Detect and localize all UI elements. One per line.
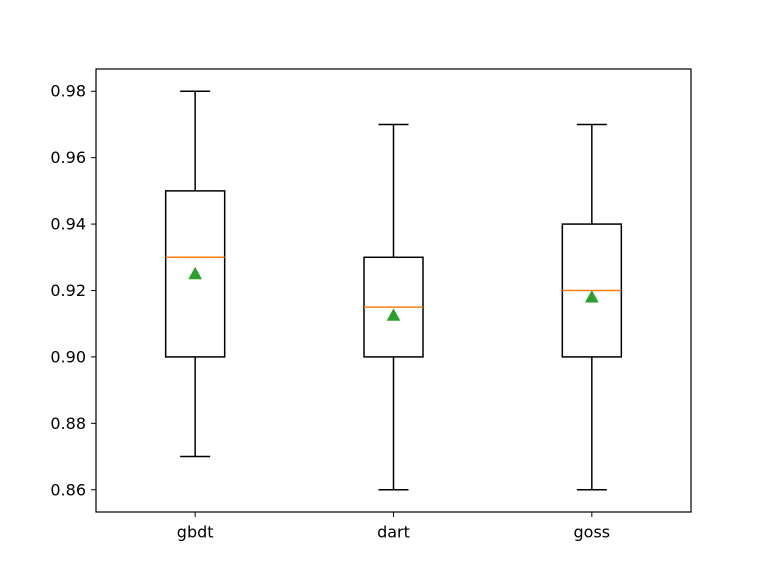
plot-area (164, 90, 623, 491)
y-tick-label: 0.92 (50, 281, 86, 300)
iqr-box (164, 190, 226, 358)
y-tick-label: 0.96 (50, 148, 86, 167)
y-tick-label: 0.90 (50, 347, 86, 366)
x-tick-label: gbdt (177, 523, 214, 542)
y-tick-label: 0.98 (50, 82, 86, 101)
box-dart (363, 123, 424, 491)
mean-marker (386, 308, 401, 321)
x-tick-label: dart (377, 523, 410, 542)
mean-marker (188, 266, 203, 280)
y-axis: 0.86 0.88 0.90 0.92 0.94 0.96 0.98 (50, 82, 96, 499)
x-axis: gbdt dart goss (177, 512, 610, 542)
y-tick-label: 0.94 (50, 215, 86, 234)
x-tick-label: goss (574, 523, 611, 542)
box-gbdt (164, 90, 226, 458)
axes-frame (95, 68, 692, 513)
y-tick-label: 0.86 (50, 480, 86, 499)
box-goss (561, 123, 623, 491)
y-tick-label: 0.88 (50, 414, 86, 433)
mean-marker (584, 290, 599, 303)
